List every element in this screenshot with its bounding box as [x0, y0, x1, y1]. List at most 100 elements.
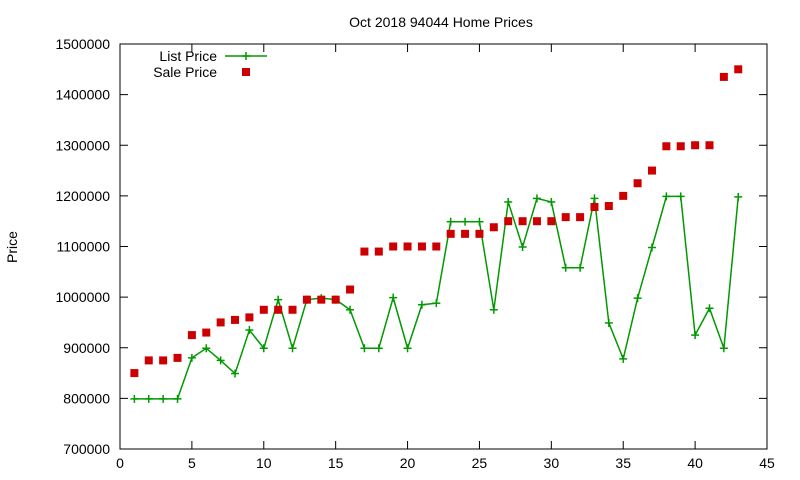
list-price-point [360, 344, 369, 353]
list-price-point [130, 394, 139, 403]
sale-price-point [576, 213, 585, 222]
list-price-point [561, 263, 570, 272]
list-price-point [446, 217, 455, 226]
list-price-point [231, 369, 240, 378]
list-price-point [647, 243, 656, 252]
list-price-point [144, 394, 153, 403]
list-price-point [159, 394, 168, 403]
y-tick-label: 1400000 [55, 87, 110, 103]
legend-plus-marker [242, 52, 250, 60]
sale-price-point [719, 72, 728, 81]
legend-item: List Price [159, 48, 267, 64]
legend-label: List Price [159, 48, 217, 64]
sale-price-point [159, 356, 168, 365]
sale-price-point [302, 295, 311, 304]
sale-price-point [274, 305, 283, 314]
legend-label: Sale Price [153, 64, 217, 80]
list-price-point [705, 304, 714, 313]
list-price-series [130, 192, 743, 403]
y-tick-label: 900000 [63, 340, 110, 356]
list-price-point [576, 263, 585, 272]
sale-price-point [518, 217, 527, 226]
sale-price-point [504, 217, 513, 226]
list-price-point [202, 344, 211, 353]
sale-price-point [676, 142, 685, 151]
sale-price-point [331, 295, 340, 304]
y-tick-label: 800000 [63, 390, 110, 406]
sale-price-point [144, 356, 153, 365]
axes: 0 5 10 15 20 25 30 35 40 45 700000 800000 900000 1000… [55, 36, 775, 471]
list-price-point [504, 197, 513, 206]
sale-price-point [231, 315, 240, 324]
sale-price-point [475, 229, 484, 238]
list-price-point [187, 353, 196, 362]
legend-square-marker [242, 68, 250, 76]
sale-price-point [417, 242, 426, 251]
sale-price-point [245, 313, 254, 322]
sale-price-point [619, 191, 628, 200]
sale-price-point [259, 305, 268, 314]
list-price-point [374, 344, 383, 353]
sale-price-point [561, 213, 570, 222]
sale-price-point [288, 305, 297, 314]
sale-price-point [604, 202, 613, 210]
list-price-point [403, 344, 412, 353]
sale-price-point [590, 203, 599, 212]
x-tick-label: 0 [116, 455, 124, 471]
x-tick-label: 10 [256, 455, 272, 471]
list-price-point [518, 243, 527, 252]
sale-price-point [432, 242, 441, 251]
series-layer [130, 65, 743, 403]
sale-price-point [647, 166, 656, 175]
sale-price-point [360, 247, 369, 256]
sale-price-point [734, 65, 743, 74]
list-price-point [475, 217, 484, 226]
x-tick-label: 45 [759, 455, 775, 471]
sale-price-point [489, 223, 498, 232]
sale-price-point [461, 229, 470, 238]
list-price-point [432, 299, 441, 308]
x-tick-label: 5 [188, 455, 196, 471]
list-price-point [676, 192, 685, 201]
sale-price-point [662, 142, 671, 151]
list-price-point [173, 394, 182, 403]
list-price-point [288, 344, 297, 353]
list-price-point [691, 331, 700, 340]
sale-price-point [691, 141, 700, 150]
sale-price-point [374, 247, 383, 256]
list-price-point [389, 293, 398, 302]
y-tick-label: 1500000 [55, 36, 110, 52]
sale-price-point [547, 217, 556, 226]
sale-price-point [532, 217, 541, 226]
y-tick-label: 1300000 [55, 137, 110, 153]
list-price-point [489, 305, 498, 314]
list-price-point [590, 194, 599, 203]
list-price-point [461, 217, 470, 226]
list-price-point [619, 354, 628, 363]
sale-price-point [403, 242, 412, 251]
sale-price-series [130, 65, 743, 378]
list-price-point [604, 318, 613, 327]
sale-price-point [173, 353, 182, 362]
list-price-point [259, 344, 268, 353]
list-price-point [216, 356, 225, 365]
plot-frame [119, 43, 768, 450]
x-tick-label: 35 [615, 455, 631, 471]
x-tick-label: 15 [328, 455, 344, 471]
list-price-point [734, 192, 743, 201]
x-tick-label: 20 [400, 455, 416, 471]
y-tick-label: 700000 [63, 441, 110, 457]
x-tick-label: 30 [544, 455, 560, 471]
y-axis-label: Price [4, 231, 20, 263]
sale-price-point [216, 318, 225, 327]
list-price-point [245, 326, 254, 335]
list-price-point [346, 305, 355, 314]
list-price-point [532, 194, 541, 203]
x-tick-label: 40 [687, 455, 703, 471]
sale-price-point [705, 141, 714, 150]
y-tick-label: 1000000 [55, 289, 110, 305]
sale-price-point [389, 242, 398, 251]
